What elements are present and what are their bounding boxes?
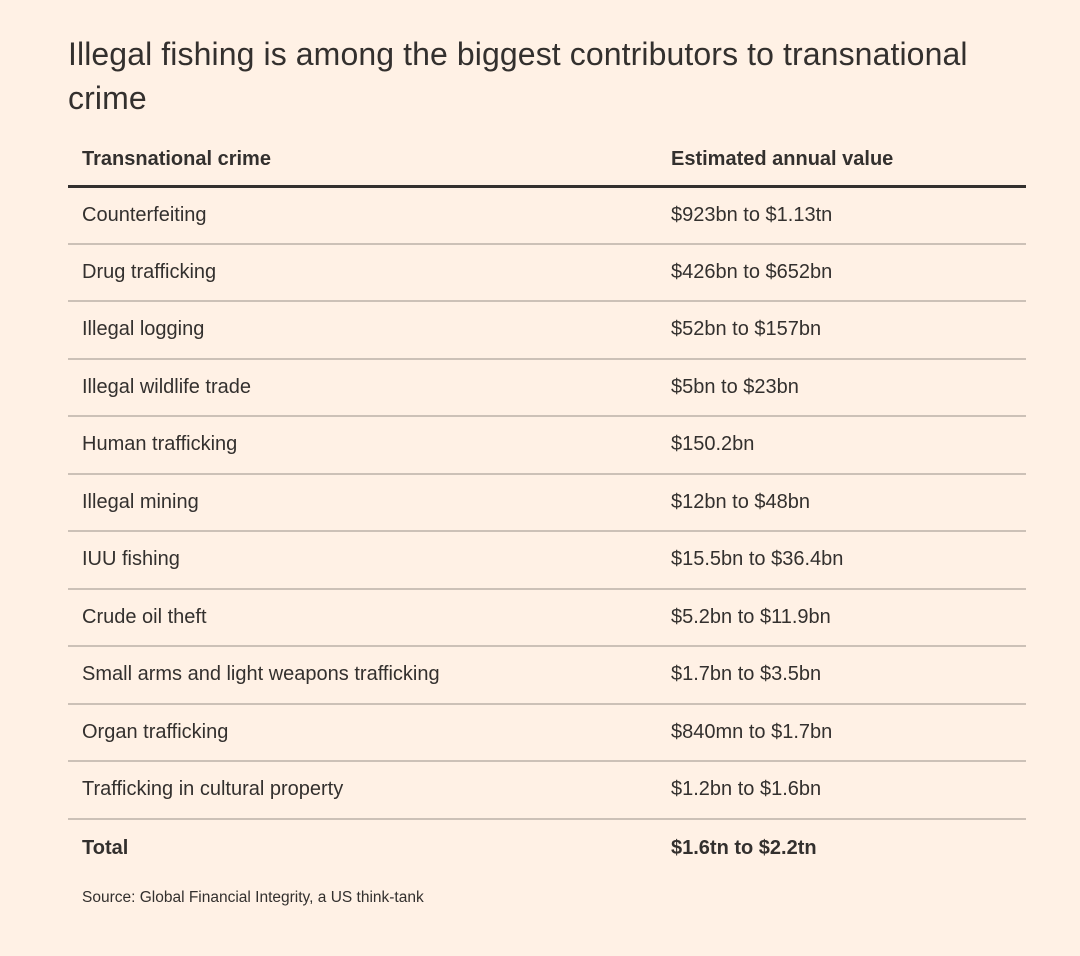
- crime-name-cell: Illegal mining: [68, 473, 657, 532]
- annual-value-cell: $1.7bn to $3.5bn: [657, 646, 1026, 705]
- annual-value-cell: $5.2bn to $11.9bn: [657, 588, 1026, 647]
- crime-value-table: Transnational crime Estimated annual val…: [68, 130, 1026, 877]
- crime-name-cell: Illegal logging: [68, 301, 657, 360]
- table-row: Organ trafficking $840mn to $1.7bn: [68, 703, 1026, 762]
- annual-value-cell: $426bn to $652bn: [657, 243, 1026, 302]
- column-header-crime: Transnational crime: [68, 130, 657, 188]
- crime-name-cell: Drug trafficking: [68, 243, 657, 302]
- table-row: Small arms and light weapons trafficking…: [68, 646, 1026, 705]
- crime-name-cell: Counterfeiting: [68, 186, 657, 245]
- table-row: Illegal logging $52bn to $157bn: [68, 301, 1026, 360]
- table-row: Trafficking in cultural property $1.2bn t…: [68, 761, 1026, 820]
- table-row: Illegal mining $12bn to $48bn: [68, 473, 1026, 532]
- source-note: Source: Global Financial Integrity, a US…: [82, 888, 424, 906]
- annual-value-cell: $12bn to $48bn: [657, 473, 1026, 532]
- crime-name-cell: Human trafficking: [68, 416, 657, 475]
- table-header-row: Transnational crime Estimated annual val…: [68, 130, 1026, 188]
- table-row: Human trafficking $150.2bn: [68, 416, 1026, 475]
- total-label-cell: Total: [82, 836, 129, 859]
- table-row: Drug trafficking $426bn to $652bn: [68, 243, 1026, 302]
- total-value-cell: $1.6tn to $2.2tn: [671, 836, 817, 859]
- crime-name-cell: Crude oil theft: [68, 588, 657, 647]
- crime-name-cell: IUU fishing: [68, 531, 657, 590]
- annual-value-cell: $150.2bn: [657, 416, 1026, 475]
- annual-value-cell: $840mn to $1.7bn: [657, 703, 1026, 762]
- table-row: IUU fishing $15.5bn to $36.4bn: [68, 531, 1026, 590]
- annual-value-cell: $5bn to $23bn: [657, 358, 1026, 417]
- table-row: Counterfeiting $923bn to $1.13tn: [68, 186, 1026, 245]
- table-body: Counterfeiting $923bn to $1.13tn Drug traf…: [68, 186, 1026, 877]
- annual-value-cell: $1.2bn to $1.6bn: [657, 761, 1026, 820]
- total-row: Total $1.6tn to $2.2tn: [68, 819, 1026, 877]
- chart-container: Illegal fishing is among the biggest con…: [68, 32, 1026, 907]
- crime-name-cell: Organ trafficking: [68, 703, 657, 762]
- column-header-value: Estimated annual value: [657, 130, 1026, 188]
- table-row: Crude oil theft $5.2bn to $11.9bn: [68, 588, 1026, 647]
- crime-name-cell: Small arms and light weapons trafficking: [68, 646, 657, 705]
- annual-value-cell: $923bn to $1.13tn: [657, 186, 1026, 245]
- annual-value-cell: $15.5bn to $36.4bn: [657, 531, 1026, 590]
- table-row: Illegal wildlife trade $5bn to $23bn: [68, 358, 1026, 417]
- chart-title: Illegal fishing is among the biggest con…: [68, 36, 968, 116]
- crime-name-cell: Trafficking in cultural property: [68, 761, 657, 820]
- annual-value-cell: $52bn to $157bn: [657, 301, 1026, 360]
- crime-name-cell: Illegal wildlife trade: [68, 358, 657, 417]
